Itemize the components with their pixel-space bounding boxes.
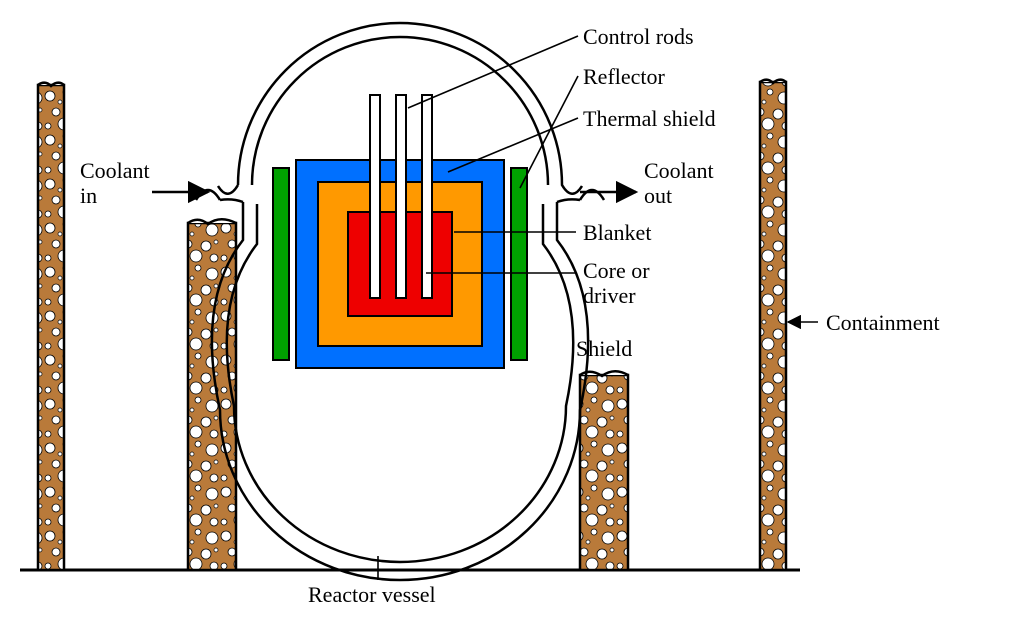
control-rods (370, 95, 432, 298)
label-coolant-out: Coolantout (644, 158, 714, 209)
reflector-left (273, 168, 289, 360)
label-control-rods: Control rods (583, 24, 694, 49)
label-reflector: Reflector (583, 64, 665, 89)
label-shield: Shield (576, 336, 632, 361)
containment-right (760, 80, 786, 570)
label-coolant-in: Coolantin (80, 158, 150, 209)
shield-right (580, 371, 628, 570)
shield-left (188, 219, 236, 570)
label-blanket: Blanket (583, 220, 651, 245)
label-core: Core ordriver (583, 258, 650, 309)
label-reactor-vessel: Reactor vessel (308, 582, 436, 607)
containment-left (38, 83, 64, 570)
label-containment: Containment (826, 310, 940, 335)
label-thermal-shield: Thermal shield (583, 106, 716, 131)
reflector-right (511, 168, 527, 360)
